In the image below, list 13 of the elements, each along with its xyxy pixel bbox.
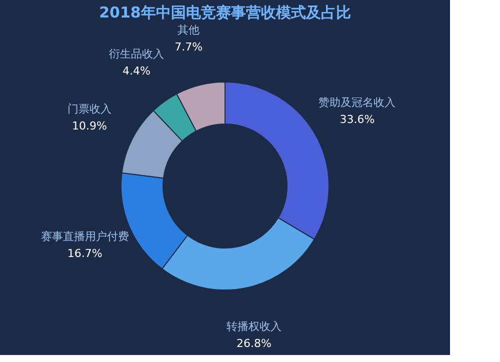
data-label: 26.8% [236, 337, 272, 350]
data-label: 7.7% [174, 40, 203, 54]
data-label: 16.7% [67, 246, 102, 260]
slice-label: 其他 [178, 23, 200, 36]
data-label: 33.6% [340, 112, 375, 126]
chart-title: 2018年中国电竞赛事营收模式及占比 [99, 3, 351, 22]
slice-label: 赞助及冠名收入 [318, 96, 396, 109]
data-label: 10.9% [72, 119, 107, 132]
slice-label: 转播权收入 [226, 320, 282, 334]
slice-label: 赛事直播用户付费 [40, 230, 129, 243]
slice-label: 门票收入 [67, 102, 112, 116]
slice-label: 衍生品收入 [109, 47, 164, 60]
data-label: 4.4% [122, 64, 150, 78]
